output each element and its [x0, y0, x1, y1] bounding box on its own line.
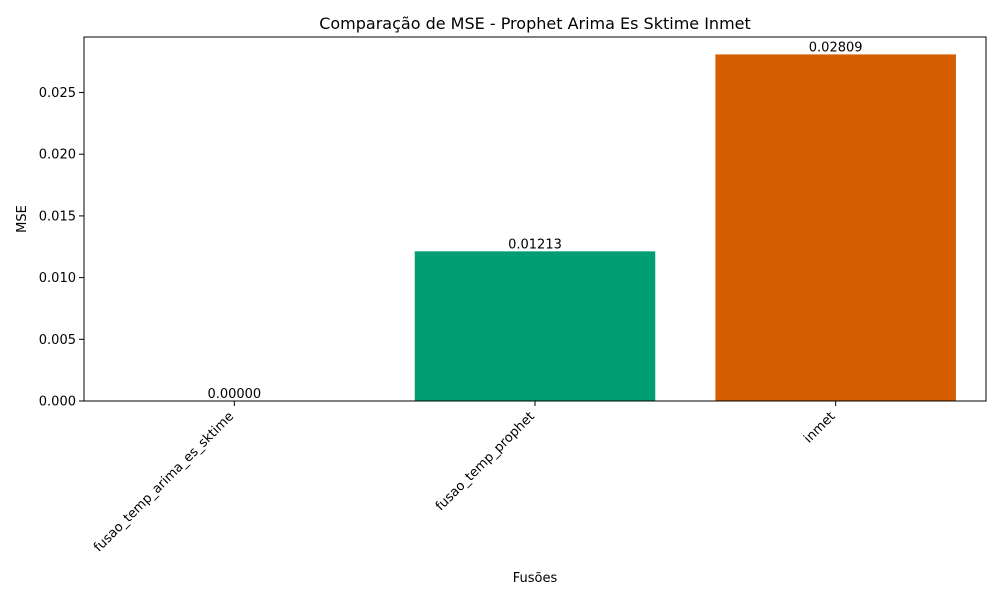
plot-frame: [83, 36, 987, 402]
y-tick-label: 0.020: [39, 148, 76, 163]
bar: [715, 54, 956, 402]
bar-value-label: 0.02809: [809, 40, 863, 55]
y-tick-label: 0.000: [39, 395, 76, 410]
bar-value-label: 0.00000: [207, 387, 261, 402]
y-axis-label: MSE: [15, 205, 30, 233]
y-tick-label: 0.025: [39, 86, 76, 101]
x-tick-label: fusao_temp_arima_es_sktime: [91, 409, 237, 555]
y-tick-label: 0.015: [39, 209, 76, 224]
y-tick-label: 0.005: [39, 333, 76, 348]
chart-title: Comparação de MSE - Prophet Arima Es Skt…: [319, 14, 751, 33]
plot-area: 0.000 0.005 0.010 0.015 0.020 0.025 0.00000 fus…: [39, 36, 987, 555]
x-tick-label: fusao_temp_prophet: [433, 409, 538, 514]
x-axis-label: Fusões: [513, 571, 558, 586]
x-tick-label: inmet: [801, 409, 838, 446]
bar-value-label: 0.01213: [508, 237, 562, 252]
bar: [414, 251, 656, 401]
y-tick-label: 0.010: [39, 271, 76, 286]
